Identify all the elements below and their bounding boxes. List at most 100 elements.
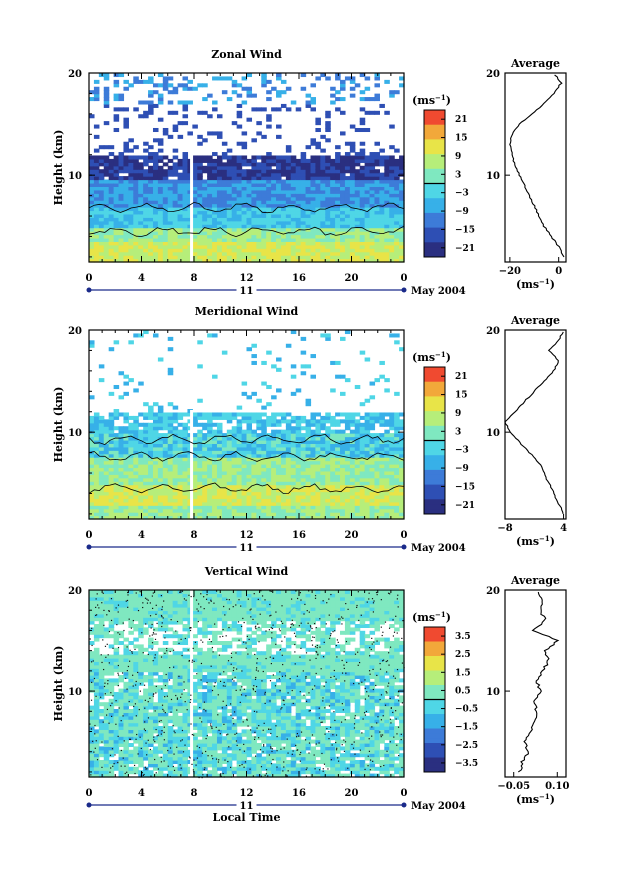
heatmap-cell: [394, 426, 400, 430]
heatmap-cell: [237, 443, 243, 447]
heatmap-cell: [114, 252, 120, 256]
heatmap-cell: [178, 204, 184, 208]
colorbar-label: −21: [455, 244, 475, 254]
heatmap-cell: [394, 207, 400, 211]
heatmap-cell: [330, 221, 336, 225]
heatmap-cell: [173, 241, 179, 245]
heatmap-cell: [89, 248, 95, 252]
heatmap-cell: [320, 228, 326, 232]
average-unit: (ms−1): [516, 534, 555, 549]
heatmap-cell: [325, 333, 331, 337]
heatmap-cell: [123, 450, 129, 454]
colorbar-segment: [424, 382, 445, 387]
heatmap-cell: [251, 221, 257, 225]
heatmap-cell: [232, 478, 238, 482]
heatmap-cell: [222, 255, 228, 259]
heatmap-cell: [163, 502, 169, 506]
heatmap-cell: [222, 217, 228, 221]
heatmap-cell: [119, 217, 125, 221]
heatmap-cell: [222, 204, 228, 208]
data-gap: [190, 153, 193, 262]
colorbar-label: 9: [455, 409, 461, 419]
heatmap-cell: [133, 471, 139, 475]
date-label: May 2004: [411, 543, 466, 554]
heatmap-cell: [143, 159, 149, 163]
heatmap-cell: [197, 169, 203, 173]
heatmap-cell: [384, 471, 390, 475]
heatmap-cell: [251, 176, 257, 180]
heatmap-cell: [114, 186, 120, 190]
heatmap-cell: [202, 238, 208, 242]
heatmap-cell: [143, 471, 149, 475]
heatmap-cell: [178, 100, 184, 104]
heatmap-cell: [389, 176, 395, 180]
heatmap-cell: [389, 155, 395, 159]
heatmap-cell: [320, 474, 326, 478]
heatmap-cell: [153, 467, 159, 471]
heatmap-cell: [350, 447, 356, 451]
heatmap-cell: [384, 162, 390, 166]
heatmap-cell: [99, 200, 105, 204]
heatmap-cell: [114, 467, 120, 471]
heatmap-cell: [286, 248, 292, 252]
heatmap-cell: [143, 457, 149, 461]
average-unit: (ms−1): [516, 277, 555, 292]
heatmap-cell: [158, 492, 164, 496]
heatmap-cell: [242, 502, 248, 506]
heatmap-cell: [202, 481, 208, 485]
heatmap-cell: [192, 485, 198, 489]
heatmap-cell: [212, 440, 218, 444]
heatmap-cell: [360, 169, 366, 173]
heatmap-cell: [104, 430, 110, 434]
heatmap-cell: [281, 252, 287, 256]
heatmap-cell: [251, 498, 257, 502]
heatmap-cell: [104, 450, 110, 454]
heatmap-cell: [89, 186, 95, 190]
heatmap-cell: [374, 461, 380, 465]
heatmap-cell: [212, 471, 218, 475]
heatmap-cell: [173, 447, 179, 451]
heatmap-cell: [266, 200, 272, 204]
heatmap-cell: [325, 166, 331, 170]
heatmap-cell: [306, 454, 312, 458]
heatmap-cell: [281, 419, 287, 423]
heatmap-cell: [286, 155, 292, 159]
heatmap-cell: [207, 173, 213, 177]
heatmap-cell: [286, 149, 292, 153]
heatmap-cell: [148, 481, 154, 485]
heatmap-cell: [370, 200, 376, 204]
day-bar-end: [87, 545, 92, 550]
heatmap-cell: [379, 443, 385, 447]
heatmap-cell: [281, 197, 287, 201]
heatmap-cell: [320, 214, 326, 218]
heatmap-cell: [109, 461, 115, 465]
heatmap-cell: [192, 416, 198, 420]
heatmap-cell: [306, 471, 312, 475]
heatmap-cell: [168, 464, 174, 468]
heatmap-cell: [320, 495, 326, 499]
heatmap-cell: [212, 447, 218, 451]
heatmap-cell: [133, 169, 139, 173]
heatmap-cell: [256, 162, 262, 166]
heatmap-cell: [251, 169, 257, 173]
heatmap-cell: [128, 162, 134, 166]
x-tick-label: 0: [401, 273, 408, 284]
heatmap-cell: [148, 474, 154, 478]
heatmap-cell: [291, 505, 297, 509]
heatmap-cell: [202, 214, 208, 218]
heatmap-cell: [360, 176, 366, 180]
heatmap-cell: [192, 412, 198, 416]
heatmap-cell: [340, 235, 346, 239]
heatmap-cell: [192, 162, 198, 166]
heatmap-cell: [207, 333, 213, 337]
heatmap-cell: [365, 505, 371, 509]
heatmap-cell: [374, 193, 380, 197]
heatmap-cell: [306, 364, 312, 368]
heatmap-cell: [291, 433, 297, 437]
heatmap-cell: [192, 478, 198, 482]
heatmap-cell: [310, 485, 316, 489]
heatmap-cell: [310, 138, 316, 142]
heatmap-cell: [104, 447, 110, 451]
heatmap-cell: [291, 100, 297, 104]
